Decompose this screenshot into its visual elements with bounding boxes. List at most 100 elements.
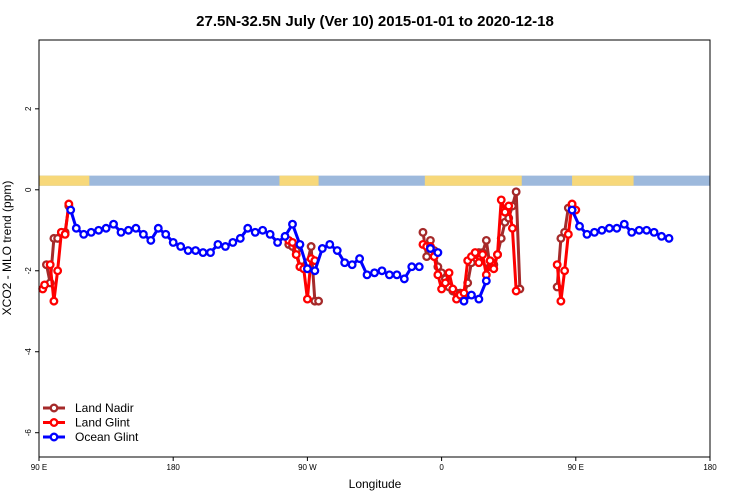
x-tick-label: 90 E bbox=[31, 463, 47, 472]
x-tick-label: 0 bbox=[439, 463, 444, 472]
y-tick-label: 2 bbox=[24, 106, 33, 111]
data-point-ocean-glint bbox=[288, 219, 297, 229]
legend-item-land-glint: Land Glint bbox=[43, 416, 130, 430]
data-point-ocean-glint bbox=[94, 225, 104, 235]
data-point-land-nadir bbox=[418, 227, 428, 237]
data-point-land-nadir bbox=[422, 252, 432, 262]
plot-frame bbox=[38, 39, 711, 458]
data-point-ocean-glint bbox=[459, 296, 469, 306]
band-ocean bbox=[39, 175, 710, 186]
x-tick-label: 90 E bbox=[568, 463, 584, 472]
data-point-land-glint bbox=[302, 294, 312, 304]
data-point-ocean-glint bbox=[295, 240, 305, 249]
data-point-ocean-glint bbox=[355, 254, 365, 264]
data-point-land-glint bbox=[448, 284, 458, 294]
data-point-ocean-glint bbox=[265, 229, 275, 239]
x-tick-label: 180 bbox=[703, 463, 717, 472]
data-point-land-glint bbox=[49, 296, 59, 306]
data-point-ocean-glint bbox=[213, 240, 223, 249]
x-axis: 90 E 180 90 W 0 90 E 180 bbox=[31, 457, 717, 472]
data-point-land-nadir bbox=[481, 235, 491, 245]
data-point-ocean-glint bbox=[612, 223, 622, 233]
data-point-land-glint bbox=[478, 250, 488, 260]
data-point-land-glint bbox=[288, 237, 297, 247]
data-point-land-glint bbox=[496, 195, 506, 205]
data-point-ocean-glint bbox=[392, 270, 402, 280]
data-point-land-glint bbox=[552, 260, 562, 270]
y-axis-title: XCO2 - MLO trend (ppm) bbox=[0, 181, 14, 316]
data-point-land-glint bbox=[556, 296, 566, 306]
data-point-ocean-glint bbox=[273, 237, 283, 247]
data-point-land-glint bbox=[444, 268, 454, 278]
data-point-ocean-glint bbox=[168, 237, 178, 247]
data-point-ocean-glint bbox=[131, 223, 141, 233]
data-point-land-glint bbox=[60, 229, 70, 239]
x-axis-title: Longitude bbox=[349, 477, 402, 491]
data-point-ocean-glint bbox=[649, 227, 659, 237]
data-point-ocean-glint bbox=[146, 235, 156, 245]
data-point-ocean-glint bbox=[228, 237, 238, 247]
data-point-ocean-glint bbox=[340, 258, 350, 268]
data-point-ocean-glint bbox=[634, 225, 644, 235]
x-tick-label: 90 W bbox=[298, 463, 317, 472]
surface-type-band bbox=[39, 175, 710, 186]
data-point-ocean-glint bbox=[567, 205, 577, 215]
data-point-ocean-glint bbox=[384, 270, 394, 280]
data-point-ocean-glint bbox=[86, 227, 96, 237]
data-point-ocean-glint bbox=[657, 231, 666, 241]
legend-swatch-marker bbox=[49, 432, 59, 442]
data-point-ocean-glint bbox=[101, 223, 111, 233]
data-point-ocean-glint bbox=[258, 225, 268, 235]
data-point-land-nadir bbox=[511, 187, 521, 197]
data-point-ocean-glint bbox=[198, 248, 208, 257]
data-point-ocean-glint bbox=[317, 244, 327, 253]
legend-label: Land Nadir bbox=[75, 401, 134, 415]
chart-title: 27.5N-32.5N July (Ver 10) 2015-01-01 to … bbox=[196, 13, 554, 30]
data-point-land-glint bbox=[53, 266, 63, 276]
data-point-ocean-glint bbox=[310, 266, 320, 276]
data-point-land-glint bbox=[489, 264, 499, 274]
series-line-land-glint bbox=[48, 203, 71, 303]
data-point-ocean-glint bbox=[481, 276, 491, 286]
data-point-land-glint bbox=[511, 286, 521, 296]
data-point-land-nadir bbox=[556, 233, 566, 243]
data-point-ocean-glint bbox=[466, 290, 476, 300]
data-point-ocean-glint bbox=[191, 246, 201, 255]
data-point-land-glint bbox=[45, 260, 55, 270]
y-tick-label: -2 bbox=[24, 267, 33, 275]
data-point-ocean-glint bbox=[425, 244, 435, 253]
data-point-ocean-glint bbox=[176, 242, 186, 251]
data-point-ocean-glint bbox=[619, 219, 629, 229]
data-point-ocean-glint bbox=[414, 262, 424, 272]
band-land-segment bbox=[39, 175, 90, 186]
data-point-ocean-glint bbox=[66, 205, 76, 215]
data-point-ocean-glint bbox=[589, 227, 599, 237]
data-point-ocean-glint bbox=[109, 219, 119, 229]
data-point-land-glint bbox=[504, 201, 514, 211]
data-point-ocean-glint bbox=[399, 274, 409, 284]
data-point-ocean-glint bbox=[433, 248, 443, 257]
data-point-ocean-glint bbox=[116, 227, 126, 237]
data-point-ocean-glint bbox=[183, 246, 193, 255]
data-point-land-glint bbox=[485, 256, 495, 266]
data-point-ocean-glint bbox=[332, 246, 342, 255]
legend-swatch-marker bbox=[49, 403, 59, 413]
band-land-segment bbox=[572, 175, 634, 186]
data-point-land-glint bbox=[507, 223, 517, 233]
data-point-ocean-glint bbox=[582, 229, 592, 239]
data-point-ocean-glint bbox=[347, 260, 357, 270]
data-point-land-glint bbox=[40, 280, 50, 290]
data-point-ocean-glint bbox=[642, 225, 652, 235]
series-ocean-glint bbox=[66, 205, 674, 306]
y-tick-label: -6 bbox=[24, 429, 33, 437]
data-point-land-glint bbox=[493, 250, 502, 260]
data-point-land-glint bbox=[459, 288, 469, 298]
band-land-segment bbox=[279, 175, 319, 186]
plot-series bbox=[38, 187, 674, 306]
data-point-ocean-glint bbox=[124, 225, 133, 235]
data-point-ocean-glint bbox=[377, 266, 387, 276]
data-point-ocean-glint bbox=[575, 221, 584, 231]
data-point-land-glint bbox=[437, 284, 447, 294]
data-point-ocean-glint bbox=[220, 242, 230, 251]
